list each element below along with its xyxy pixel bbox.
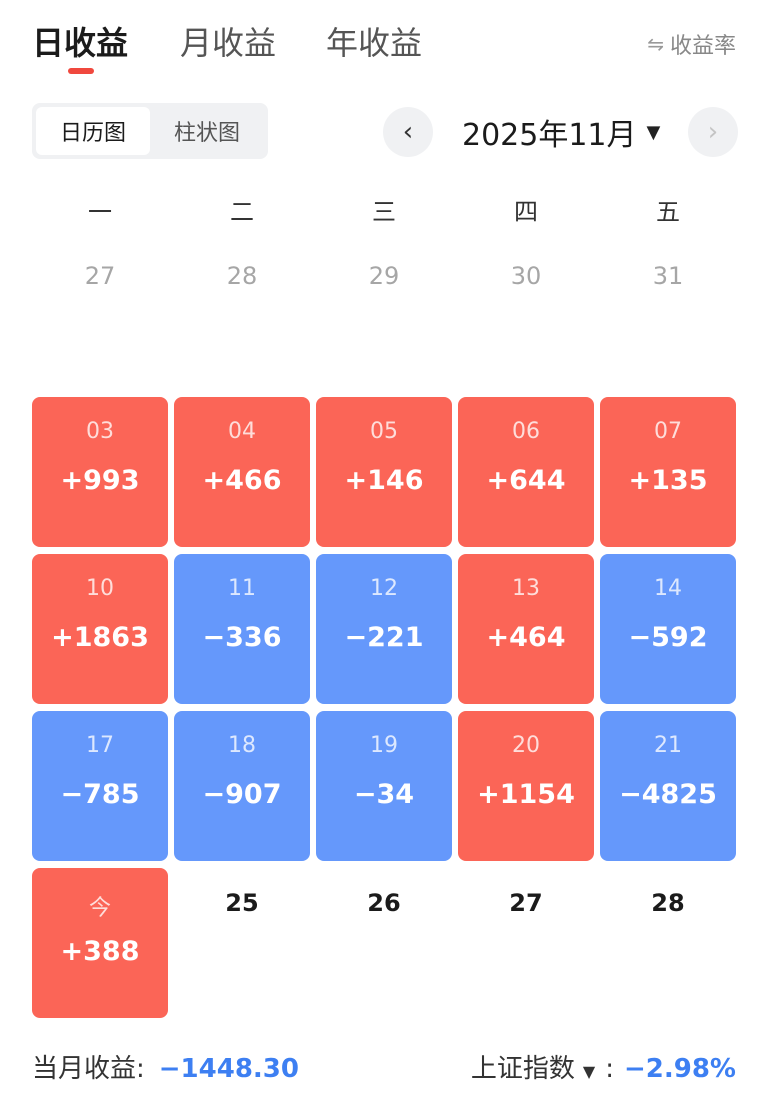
day-cell[interactable]: 06 +644 (458, 397, 594, 547)
day-cell[interactable]: 07 +135 (600, 397, 736, 547)
day-cell[interactable]: 19 −34 (316, 711, 452, 861)
future-day: 27 (509, 889, 543, 917)
day-cell[interactable]: 20 +1154 (458, 711, 594, 861)
weekday-label: 一 (88, 198, 112, 226)
rate-toggle-label: 收益率 (669, 34, 736, 59)
day-cell[interactable]: 13 +464 (458, 554, 594, 704)
period-tabs: 日收益 月收益 年收益 ⇋ 收益率 (0, 0, 768, 90)
today-cell[interactable]: 今 +388 (32, 868, 168, 1018)
day-number: 04 (228, 419, 256, 444)
day-profit: −785 (60, 779, 140, 810)
day-cell[interactable]: 17 −785 (32, 711, 168, 861)
chevron-right-icon: › (707, 117, 719, 147)
prev-month-day: 29 (368, 262, 400, 290)
day-profit: +1863 (51, 622, 149, 653)
swap-icon: ⇋ (647, 32, 664, 56)
bar-view-button[interactable]: 柱状图 (173, 121, 240, 146)
today-label: 今 (88, 896, 111, 921)
day-cell[interactable]: 18 −907 (174, 711, 310, 861)
month-selector[interactable]: 2025年11月 ▼ (462, 110, 660, 154)
day-cell[interactable]: 05 +146 (316, 397, 452, 547)
next-month-button[interactable]: › (688, 107, 738, 157)
prev-month-day: 27 (84, 262, 116, 290)
month-label: 2025年11月 (462, 118, 637, 153)
index-label: 上证指数 (470, 1054, 575, 1084)
tab-yearly[interactable]: 年收益 (326, 24, 423, 62)
day-cell[interactable]: 11 −336 (174, 554, 310, 704)
tab-daily[interactable]: 日收益 (32, 24, 129, 62)
day-cell[interactable]: 21 −4825 (600, 711, 736, 861)
day-number: 11 (228, 576, 256, 601)
day-profit: −907 (202, 779, 282, 810)
day-number: 13 (512, 576, 540, 601)
day-number: 17 (86, 733, 114, 758)
prev-month-day: 28 (226, 262, 258, 290)
day-number: 14 (654, 576, 682, 601)
prev-month-button[interactable]: ‹ (383, 107, 433, 157)
index-change-value: −2.98% (624, 1054, 736, 1084)
day-number: 10 (86, 576, 114, 601)
day-cell[interactable]: 12 −221 (316, 554, 452, 704)
weekday-label: 五 (656, 198, 680, 226)
day-number: 12 (370, 576, 398, 601)
day-cell[interactable]: 03 +993 (32, 397, 168, 547)
day-profit: −336 (202, 622, 282, 653)
day-profit: +644 (486, 465, 566, 496)
day-profit: +146 (344, 465, 424, 496)
month-summary: 当月收益: −1448.30 (32, 1048, 299, 1085)
index-separator: : (605, 1054, 614, 1084)
day-number: 03 (86, 419, 114, 444)
month-profit-value: −1448.30 (158, 1054, 299, 1084)
day-profit: −34 (353, 779, 415, 810)
day-number: 07 (654, 419, 682, 444)
day-number: 21 (654, 733, 682, 758)
day-cell[interactable]: 10 +1863 (32, 554, 168, 704)
weekday-label: 二 (230, 198, 254, 226)
day-profit: −592 (628, 622, 708, 653)
prev-month-day: 30 (510, 262, 542, 290)
tab-monthly[interactable]: 月收益 (180, 24, 277, 62)
day-number: 20 (512, 733, 540, 758)
rate-toggle-button[interactable]: ⇋ 收益率 (647, 28, 736, 60)
day-cell[interactable]: 14 −592 (600, 554, 736, 704)
day-profit: +466 (202, 465, 282, 496)
day-number: 05 (370, 419, 398, 444)
caret-down-icon: ▼ (646, 121, 661, 143)
day-profit: −221 (344, 622, 424, 653)
month-profit-label: 当月收益: (32, 1054, 145, 1084)
prev-month-day: 31 (652, 262, 684, 290)
weekday-label: 四 (514, 198, 538, 226)
index-summary: 上证指数 ▼ : −2.98% (471, 1048, 736, 1085)
future-day: 26 (367, 889, 401, 917)
future-day: 25 (225, 889, 259, 917)
day-profit: +388 (60, 936, 140, 967)
day-profit: −4825 (619, 779, 717, 810)
day-number: 18 (228, 733, 256, 758)
weekday-label: 三 (372, 198, 396, 226)
calendar-view-button[interactable]: 日历图 (36, 107, 150, 155)
active-tab-indicator (68, 68, 94, 74)
index-selector[interactable]: 上证指数 ▼ (471, 1048, 595, 1085)
chevron-left-icon: ‹ (402, 117, 414, 147)
future-day: 28 (651, 889, 685, 917)
caret-down-icon: ▼ (582, 1062, 596, 1081)
day-profit: +464 (486, 622, 566, 653)
day-profit: +993 (60, 465, 140, 496)
day-number: 06 (512, 419, 540, 444)
day-profit: +1154 (477, 779, 575, 810)
day-number: 19 (370, 733, 398, 758)
day-cell[interactable]: 04 +466 (174, 397, 310, 547)
day-profit: +135 (628, 465, 708, 496)
view-switch: 日历图 柱状图 (32, 103, 268, 159)
